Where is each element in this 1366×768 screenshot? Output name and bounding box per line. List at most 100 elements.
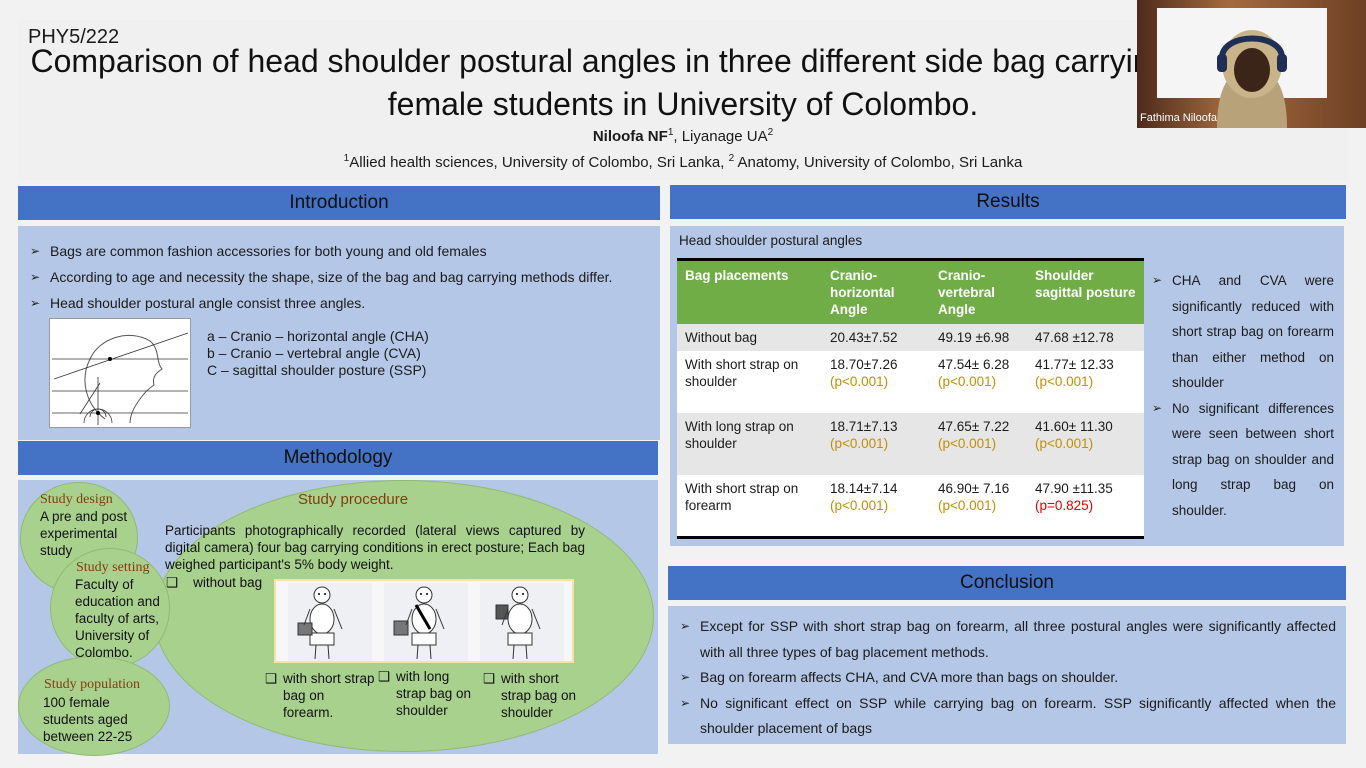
- col-bag-placements: Bag placements: [677, 258, 822, 324]
- condition-long-shoulder-label: with long strap bag on shoulder: [396, 669, 472, 718]
- row-label: With short strap on shoulder: [677, 351, 822, 413]
- cell-ssp: 47.90 ±11.35 (p=0.825): [1027, 475, 1144, 539]
- bag-figures-svg: [288, 583, 564, 661]
- without-bag-label: without bag: [193, 575, 263, 590]
- results-heading: Results: [670, 185, 1346, 219]
- results-note: No significant differences were seen bet…: [1152, 396, 1334, 524]
- p-value: (p<0.001): [830, 374, 889, 389]
- cell-cha: 18.71±7.13 (p<0.001): [822, 413, 930, 475]
- p-value: (p<0.001): [938, 374, 997, 389]
- introduction-heading: Introduction: [18, 186, 660, 220]
- value: 47.68 ±12.78: [1035, 330, 1114, 345]
- results-note: CHA and CVA were significantly reduced w…: [1152, 268, 1334, 396]
- value: 47.54± 6.28: [938, 357, 1010, 372]
- value: 20.43±7.52: [830, 330, 898, 345]
- study-procedure-label: Study procedure: [298, 491, 409, 508]
- author-first: Niloofa NF: [592, 128, 668, 145]
- study-setting-ellipse: [50, 548, 170, 668]
- author-first-sup: 1: [667, 127, 674, 138]
- value: 47.65± 7.22: [938, 419, 1010, 434]
- p-value: (p<0.001): [830, 436, 889, 451]
- study-population-ellipse: [18, 656, 170, 756]
- condition-without-bag: ❑ without bag: [166, 574, 262, 591]
- checkbox-icon: ❑: [166, 575, 179, 590]
- study-design-text: A pre and post experimental study: [40, 509, 128, 558]
- participant-avatar: [1217, 30, 1287, 128]
- value: 41.60± 11.30: [1035, 419, 1113, 434]
- cell-cha: 20.43±7.52: [822, 324, 930, 351]
- head-angle-diagram-svg: [52, 332, 189, 425]
- results-table: Bag placements Cranio-horizontal Angle C…: [677, 258, 1144, 539]
- author-rest-sup: 2: [767, 127, 774, 138]
- p-value: (p<0.001): [938, 498, 997, 513]
- participant-name: Fathima Niloofa: [1140, 112, 1218, 124]
- table-row: With short strap on forearm 18.14±7.14 (p…: [677, 475, 1144, 539]
- checkbox-icon: ❑: [483, 671, 496, 686]
- head-angle-diagram: [49, 318, 191, 428]
- table-row: Without bag 20.43±7.52 49.19 ±6.98 47.68…: [677, 324, 1144, 351]
- table-row: With short strap on shoulder 18.70±7.26 (…: [677, 351, 1144, 413]
- checkbox-icon: ❑: [378, 669, 391, 684]
- affil-sup-1: 1: [343, 153, 350, 164]
- affil-sup-2: 2: [728, 153, 735, 164]
- value: 18.70±7.26: [830, 357, 898, 372]
- value: 18.71±7.13: [830, 419, 898, 434]
- conclusion-bullet: Bag on forearm affects CHA, and CVA more…: [668, 665, 1336, 691]
- methodology-heading: Methodology: [18, 441, 658, 475]
- p-value: (p<0.001): [1035, 374, 1094, 389]
- row-label: Without bag: [677, 324, 822, 351]
- poster-title: Comparison of head shoulder postural ang…: [30, 43, 1336, 122]
- condition-short-shoulder: ❑ with short strap bag on shoulder: [483, 670, 587, 721]
- figure-forearm: [288, 583, 372, 661]
- condition-forearm-label: with short strap bag on forearm.: [283, 671, 375, 720]
- value: 41.77± 12.33: [1035, 357, 1114, 372]
- value: 49.19 ±6.98: [938, 330, 1010, 345]
- poster-header: [18, 20, 1348, 180]
- condition-long-shoulder: ❑ with long strap bag on shoulder: [378, 668, 482, 719]
- col-ssp: Shoulder sagittal posture: [1027, 258, 1144, 324]
- study-population-text: 100 female students aged between 22-25: [43, 695, 133, 744]
- bag-figures-strip: [274, 579, 574, 663]
- cell-cva: 49.19 ±6.98: [930, 324, 1027, 351]
- row-label: With short strap on forearm: [677, 475, 822, 539]
- conclusion-bullets: Except for SSP with short strap bag on f…: [668, 614, 1336, 742]
- study-setting-text: Faculty of education and faculty of arts…: [75, 577, 160, 660]
- poster-code: PHY5/222: [28, 26, 120, 48]
- condition-short-shoulder-label: with short strap bag on shoulder: [501, 671, 577, 720]
- figure-short-strap: [480, 583, 564, 661]
- results-notes: CHA and CVA were significantly reduced w…: [1152, 268, 1334, 523]
- value: 18.14±7.14: [830, 481, 898, 496]
- checkbox-icon: ❑: [265, 671, 278, 686]
- cell-ssp: 41.77± 12.33 (p<0.001): [1027, 351, 1144, 413]
- row-label: With long strap on shoulder: [677, 413, 822, 475]
- angle-def-cha: a – Cranio – horizontal angle (CHA): [207, 328, 429, 344]
- p-value: (p<0.001): [1035, 436, 1094, 451]
- intro-bullet: Head shoulder postural angle consist thr…: [18, 290, 648, 316]
- angle-def-cva: b – Cranio – vertebral angle (CVA): [207, 345, 421, 361]
- value: 47.90 ±11.35: [1035, 481, 1113, 496]
- participant-video-tile[interactable]: Fathima Niloofa: [1137, 0, 1366, 128]
- affil-text-2: Anatomy, University of Colombo, Sri Lank…: [734, 154, 1023, 171]
- poster-affiliations: 1Allied health sciences, University of C…: [0, 153, 1366, 171]
- figure-long-strap: [384, 583, 468, 661]
- angle-def-ssp: C – sagittal shoulder posture (SSP): [207, 362, 427, 378]
- study-procedure-text: Participants photographically recorded (…: [165, 523, 585, 572]
- conclusion-heading: Conclusion: [668, 566, 1346, 600]
- conclusion-panel: Except for SSP with short strap bag on f…: [668, 606, 1346, 744]
- study-population-label: Study population: [44, 677, 141, 692]
- conclusion-bullet: Except for SSP with short strap bag on f…: [668, 614, 1336, 665]
- cell-cha: 18.70±7.26 (p<0.001): [822, 351, 930, 413]
- results-subheading: Head shoulder postural angles: [679, 233, 863, 248]
- poster-authors: Niloofa NF1, Liyanage UA2: [0, 127, 1366, 145]
- cell-cha: 18.14±7.14 (p<0.001): [822, 475, 930, 539]
- study-design-label: Study design: [40, 492, 113, 507]
- study-setting-label: Study setting: [76, 560, 150, 575]
- cell-cva: 46.90± 7.16 (p<0.001): [930, 475, 1027, 539]
- introduction-bullets: Bags are common fashion accessories for …: [18, 238, 648, 316]
- value: 46.90± 7.16: [938, 481, 1010, 496]
- intro-bullet: According to age and necessity the shape…: [18, 264, 648, 290]
- angle-definitions: a – Cranio – horizontal angle (CHA) b – …: [207, 328, 429, 379]
- p-value: (p<0.001): [938, 436, 997, 451]
- condition-forearm: ❑ with short strap bag on forearm.: [265, 670, 375, 721]
- cell-cva: 47.54± 6.28 (p<0.001): [930, 351, 1027, 413]
